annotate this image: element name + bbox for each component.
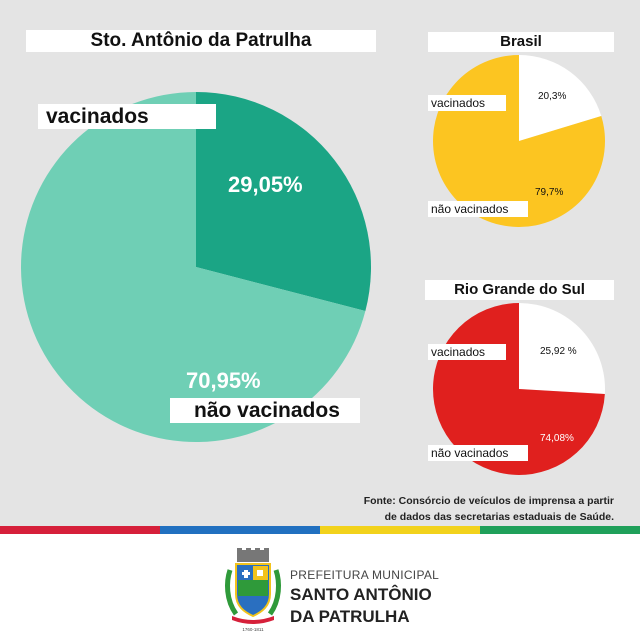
source-line-2: de dados das secretarias estaduais de Sa… [384,511,614,523]
main-chart-title: Sto. Antônio da Patrulha [26,30,376,52]
slice-vacinados [519,55,602,141]
rs-label-nao-vacinados: não vacinados [428,445,528,461]
city-crest-icon: 1760-1811 [225,548,281,632]
footer-text: PREFEITURA MUNICIPAL SANTO ANTÔNIO DA PA… [290,568,439,626]
brasil-chart-title: Brasil [428,32,614,52]
stripe-green [480,526,640,534]
slice-nao-vacinados [20,92,366,442]
footer-prefeitura: PREFEITURA MUNICIPAL [290,568,440,582]
crest-years: 1760-1811 [242,627,264,632]
source-note: Fonte: Consórcio de veículos de imprensa… [364,493,614,525]
rs-value-nao-vacinados: 74,08% [540,433,574,444]
rs-value-vacinados: 25,92 % [540,346,577,357]
main-value-vacinados: 29,05% [228,172,303,197]
slice-vacinados [519,303,606,394]
brasil-label-nao-vacinados: não vacinados [428,201,528,217]
footer-city-name-1: SANTO ANTÔNIO [290,585,432,604]
main-label-vacinados: vacinados [38,104,216,129]
main-value-nao-vacinados: 70,95% [186,368,261,393]
rs-chart-title: Rio Grande do Sul [425,280,614,300]
brasil-value-nao-vacinados: 79,7% [535,187,564,198]
stripe-yellow [320,526,480,534]
pie-santo-antonio [20,92,371,442]
rs-label-vacinados: vacinados [428,344,506,360]
stripe-blue [160,526,320,534]
slice-vacinados [196,92,371,312]
brasil-label-vacinados: vacinados [428,95,506,111]
footer [0,534,640,640]
source-line-1: Fonte: Consórcio de veículos de imprensa… [363,495,614,507]
stripe-red [0,526,160,534]
color-stripes [0,526,640,534]
brasil-value-vacinados: 20,3% [538,91,567,102]
footer-city-name-2: DA PATRULHA [290,607,410,626]
main-label-nao-vacinados: não vacinados [170,398,360,423]
